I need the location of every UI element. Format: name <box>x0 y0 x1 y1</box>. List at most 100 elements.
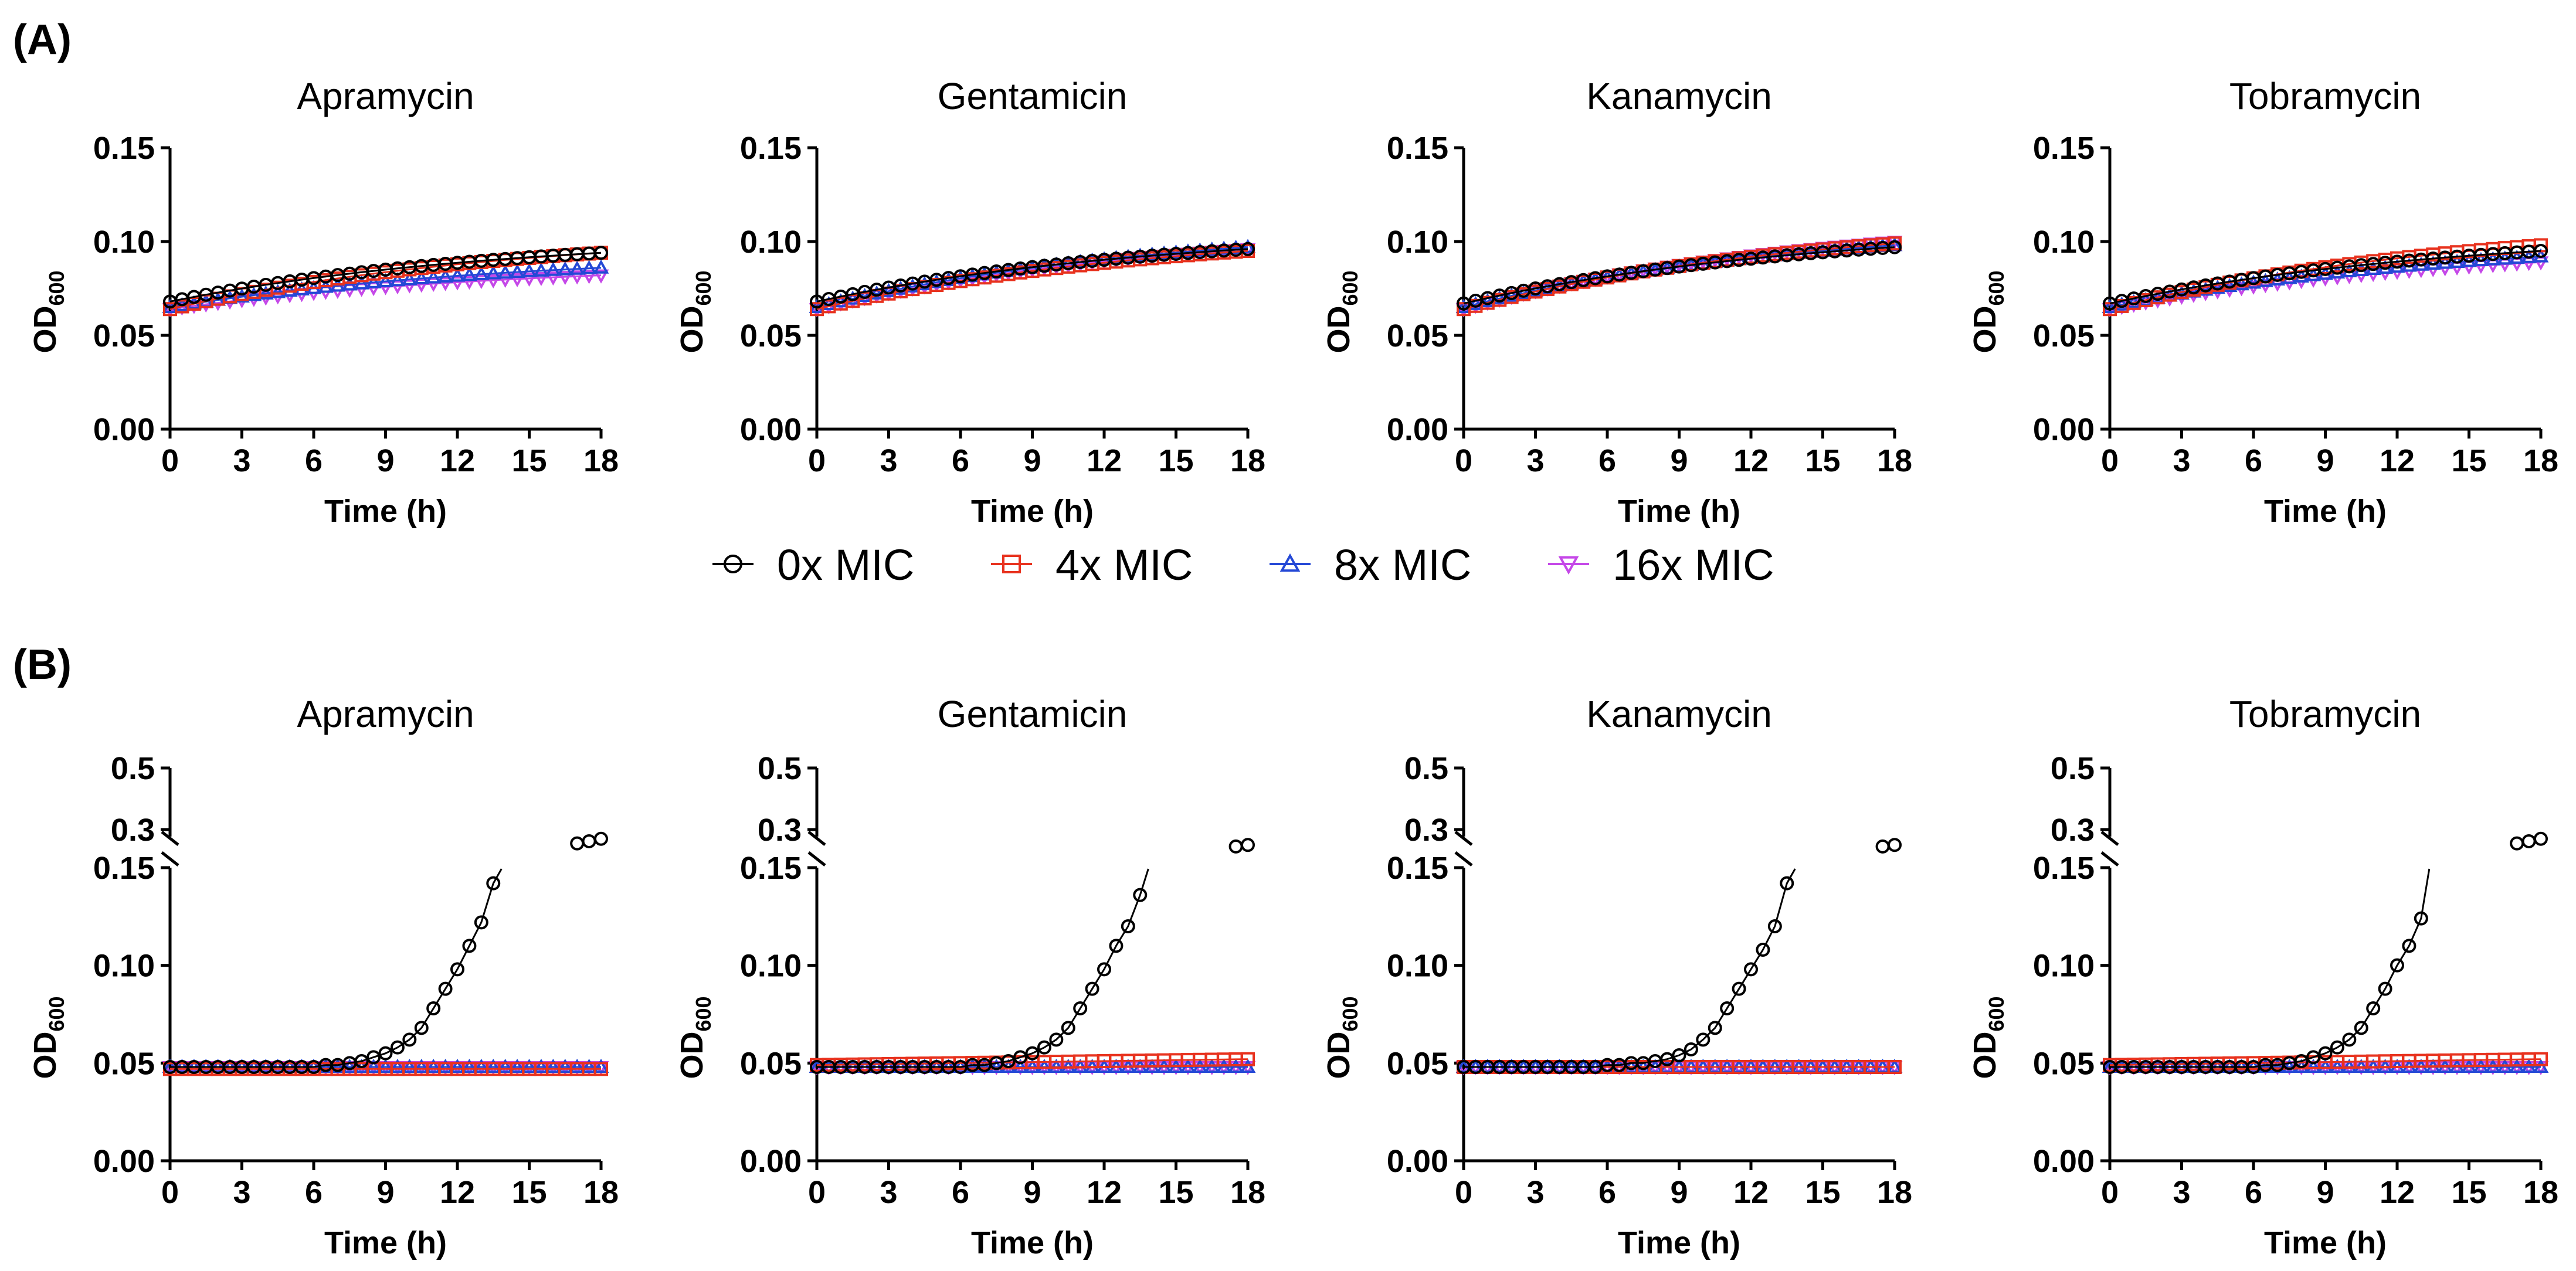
data-point <box>1024 1058 1040 1073</box>
x-tick-label: 9 <box>1670 1175 1688 1210</box>
data-point <box>497 264 514 279</box>
data-point <box>2342 1032 2357 1047</box>
x-tick-label: 6 <box>1598 443 1616 478</box>
x-tick-label: 18 <box>1877 443 1912 478</box>
series-line <box>2109 244 2541 310</box>
data-point <box>366 1050 381 1065</box>
x-tick-label: 12 <box>440 1175 475 1210</box>
y-tick-label: 0.5 <box>111 751 155 786</box>
data-point <box>378 1058 393 1073</box>
y-tick-label: 0.05 <box>93 318 155 354</box>
legend-square-icon <box>1002 555 1021 573</box>
chart-a-apramycin: Apramycin 0 3 6 9 12 15 18 0.00 0.05 0.10 0.15 Time … <box>28 75 619 529</box>
data-point <box>1888 1060 1902 1074</box>
x-tick-label: 12 <box>1733 443 1769 478</box>
data-point <box>509 1058 525 1073</box>
y-tick-label: 0.10 <box>1387 225 1448 260</box>
data-point <box>904 278 921 293</box>
series-line <box>817 868 1149 1068</box>
legend-item-4x-mic: 4x MIC <box>991 541 1193 589</box>
chart-b-gentamicin: Gentamicin 0 3 6 9 12 15 18 0.00 0.05 0.10 0.150.3 0… <box>674 693 1265 1260</box>
x-tick-label: 12 <box>1733 1175 1769 1210</box>
data-point <box>378 1046 393 1061</box>
chart-title: Kanamycin <box>1586 75 1772 117</box>
data-point <box>2510 836 2524 851</box>
data-point <box>1001 1054 1016 1068</box>
data-point <box>868 285 885 300</box>
data-point <box>1468 295 1484 310</box>
data-point <box>1180 243 1196 258</box>
legend-item-16x-mic: 16x MIC <box>1548 541 1774 589</box>
chart-title: Gentamicin <box>938 693 1128 735</box>
y-tick-label: 0.10 <box>2033 949 2095 984</box>
y-tick-label: 0.00 <box>93 1144 155 1179</box>
data-point <box>1875 839 1890 854</box>
data-point <box>414 1021 429 1035</box>
data-point <box>1744 962 1758 977</box>
y-tick-label: 0.5 <box>2051 751 2095 786</box>
data-point <box>281 282 298 297</box>
series-line <box>2109 250 2541 305</box>
data-point <box>570 836 585 851</box>
data-point <box>1708 1021 1722 1035</box>
data-point <box>1132 247 1148 262</box>
data-point <box>450 962 464 977</box>
data-point <box>1756 943 1770 957</box>
data-point <box>485 265 501 280</box>
data-point <box>509 273 525 287</box>
chart-a-gentamicin: Gentamicin 0 3 6 9 12 15 18 0.00 0.05 0.10 0.15 Time… <box>674 75 1265 529</box>
data-point <box>557 261 573 276</box>
chart-b-apramycin: Apramycin 0 3 6 9 12 15 18 0.00 0.05 0.10 0.150.3 0.… <box>28 693 619 1260</box>
x-tick-label: 9 <box>376 443 394 478</box>
data-point <box>928 274 945 288</box>
y-tick-label: 0.05 <box>2033 318 2095 354</box>
data-point <box>485 1058 501 1073</box>
data-point <box>1479 293 1496 307</box>
x-tick-label: 6 <box>952 443 969 478</box>
series-4x-mic <box>810 244 1255 317</box>
data-point <box>1049 1032 1064 1047</box>
data-point <box>401 271 418 286</box>
data-point <box>413 270 430 284</box>
data-point <box>1133 888 1148 902</box>
data-point <box>2305 1058 2322 1073</box>
y-tick-label: 0.15 <box>93 851 155 886</box>
data-point <box>402 1032 417 1047</box>
y-axis-label-subscript: 600 <box>691 270 715 305</box>
chart-title: Gentamicin <box>938 75 1128 117</box>
data-point <box>2390 958 2404 973</box>
x-tick-label: 0 <box>808 1175 826 1210</box>
data-point <box>581 260 597 274</box>
y-tick-label: 0.05 <box>93 1046 155 1081</box>
y-tick-label: 0.5 <box>758 751 802 786</box>
x-tick-label: 9 <box>2316 1175 2334 1210</box>
legend-triangle-up-icon <box>1279 553 1301 572</box>
x-tick-label: 12 <box>440 443 475 478</box>
x-tick-label: 6 <box>305 443 323 478</box>
x-axis-label: Time (h) <box>2264 494 2387 529</box>
data-point <box>1228 239 1244 254</box>
data-point <box>545 261 561 276</box>
series-8x-mic <box>162 259 609 313</box>
data-point <box>594 831 608 846</box>
x-axis-label: Time (h) <box>1618 494 1740 529</box>
data-point <box>401 1058 418 1073</box>
data-point <box>437 1058 453 1073</box>
data-point <box>474 915 488 930</box>
y-tick-label: 0.15 <box>1387 131 1448 166</box>
chart-a-tobramycin: Tobramycin 0 3 6 9 12 15 18 0.00 0.05 0.10 0.15 Time… <box>1967 75 2558 529</box>
y-tick-label: 0.00 <box>2033 412 2095 447</box>
data-point <box>389 1058 406 1073</box>
legend-label: 4x MIC <box>1055 541 1193 589</box>
x-tick-label: 6 <box>952 1175 969 1210</box>
data-point <box>545 271 561 286</box>
data-point <box>857 288 873 303</box>
data-point <box>881 283 897 297</box>
y-axis-label-subscript: 600 <box>45 996 69 1031</box>
data-point <box>497 273 514 288</box>
x-tick-label: 9 <box>1023 443 1041 478</box>
x-tick-label: 18 <box>583 443 619 478</box>
series-0x-mic <box>1457 240 1902 311</box>
legend-label: 8x MIC <box>1334 541 1471 589</box>
x-axis-label: Time (h) <box>324 494 447 529</box>
